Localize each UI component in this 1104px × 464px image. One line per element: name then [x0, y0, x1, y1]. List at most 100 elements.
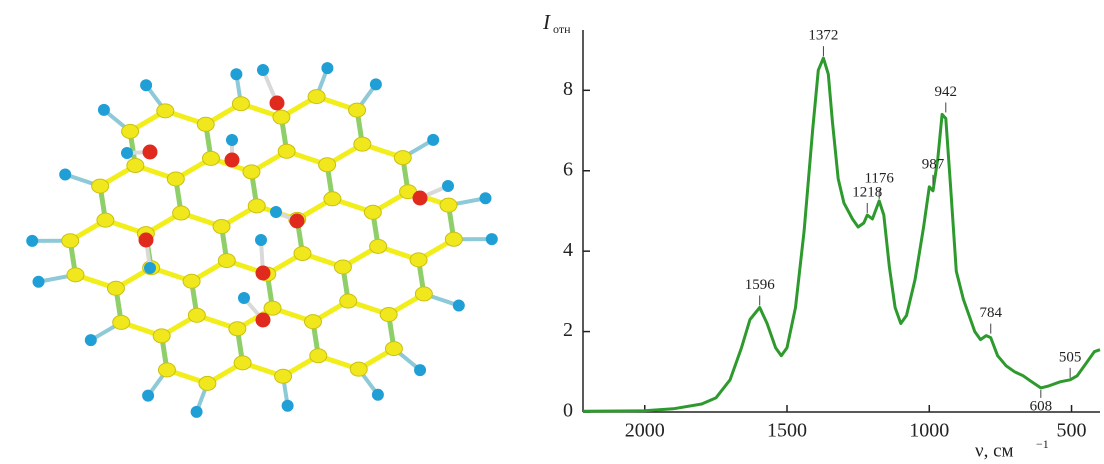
- hydrogen-atom: [255, 234, 267, 246]
- carbon-atom: [232, 97, 249, 111]
- carbon-atom: [173, 206, 190, 220]
- oxygen-atom: [143, 145, 158, 160]
- carbon-atom: [167, 172, 184, 186]
- hydrogen-atom: [142, 390, 154, 402]
- carbon-atom: [92, 179, 109, 193]
- peak-label: 1596: [745, 277, 776, 293]
- carbon-atom: [213, 220, 230, 234]
- carbon-atom: [394, 151, 411, 165]
- x-tick-label: 2000: [625, 420, 665, 442]
- x-tick-label: 1000: [909, 420, 949, 442]
- hydrogen-atom: [442, 180, 454, 192]
- y-tick-label: 8: [563, 78, 573, 100]
- carbon-atom: [218, 254, 235, 268]
- carbon-atom: [310, 349, 327, 363]
- carbon-atom: [127, 158, 144, 172]
- hydrogen-atom: [59, 168, 71, 180]
- molecule-model: [26, 62, 498, 418]
- hydrogen-atom: [453, 300, 465, 312]
- hydrogen-atom: [26, 235, 38, 247]
- carbon-atom: [234, 356, 251, 370]
- carbon-atom: [324, 192, 341, 206]
- hydrogen-atom: [144, 262, 156, 274]
- x-tick-label: 1500: [767, 420, 807, 442]
- carbon-atom: [199, 376, 216, 390]
- peak-label: 784: [979, 305, 1002, 321]
- peak-label: 505: [1059, 349, 1082, 365]
- carbon-atom: [350, 362, 367, 376]
- carbon-atom: [229, 322, 246, 336]
- peak-label: 942: [935, 84, 958, 100]
- carbon-atom: [340, 294, 357, 308]
- hydrogen-atom: [372, 389, 384, 401]
- carbon-atom: [415, 287, 432, 301]
- hydrogen-atom: [486, 233, 498, 245]
- peak-label: 1372: [808, 28, 838, 44]
- peak-label: 987: [922, 156, 945, 172]
- carbon-atom: [445, 232, 462, 246]
- hydrogen-atom: [85, 334, 97, 346]
- carbon-atom: [248, 199, 265, 213]
- carbon-atom: [278, 144, 295, 158]
- carbon-atom: [188, 308, 205, 322]
- carbon-atom: [273, 110, 290, 124]
- hydrogen-atom: [121, 147, 133, 159]
- carbon-atom: [349, 103, 366, 117]
- oxygen-atom: [413, 191, 428, 206]
- hydrogen-atom: [226, 134, 238, 146]
- carbon-atom: [385, 342, 402, 356]
- carbon-atom: [183, 274, 200, 288]
- carbon-atom: [380, 308, 397, 322]
- carbon-atom: [203, 151, 220, 165]
- carbon-atom: [157, 104, 174, 118]
- carbon-atom: [67, 268, 84, 282]
- carbon-atom: [440, 198, 457, 212]
- y-tick-label: 2: [563, 319, 573, 341]
- x-axis-label: ν, см: [975, 440, 1014, 461]
- spectrum-line: [583, 58, 1100, 411]
- carbon-atom: [364, 205, 381, 219]
- hydrogen-atom: [270, 206, 282, 218]
- hydrogen-atom: [282, 400, 294, 412]
- carbon-atom: [275, 369, 292, 383]
- hydrogen-atom: [98, 104, 110, 116]
- hydrogen-atom: [427, 134, 439, 146]
- hydrogen-atom: [33, 276, 45, 288]
- oxygen-atom: [256, 313, 271, 328]
- carbon-atom: [304, 315, 321, 329]
- oxygen-atom: [225, 153, 240, 168]
- x-axis-label-sup: −1: [1036, 437, 1049, 451]
- figure: I отн ν, см −1 0246820001500100050015961…: [0, 0, 1104, 464]
- hydrogen-atom: [230, 68, 242, 80]
- hydrogen-atom: [238, 292, 250, 304]
- hydrogen-atom: [257, 64, 269, 76]
- carbon-atom: [308, 90, 325, 104]
- oxygen-atom: [290, 214, 305, 229]
- oxygen-atom: [256, 266, 271, 281]
- hydrogen-atom: [191, 406, 203, 418]
- carbon-atom: [97, 213, 114, 227]
- hydrogen-atom: [414, 364, 426, 376]
- oxygen-atom: [139, 233, 154, 248]
- y-tick-label: 4: [563, 239, 573, 261]
- carbon-atom: [153, 329, 170, 343]
- carbon-atom: [243, 165, 260, 179]
- carbon-atom: [62, 234, 79, 248]
- carbon-atom: [410, 253, 427, 267]
- peak-label: 1218: [852, 184, 882, 200]
- carbon-atom: [264, 301, 281, 315]
- carbon-atom: [122, 124, 139, 138]
- hydrogen-atom: [479, 192, 491, 204]
- y-tick-label: 0: [563, 400, 573, 422]
- carbon-atom: [158, 363, 175, 377]
- y-axis-label-sub: отн: [553, 22, 571, 36]
- hydrogen-atom: [140, 79, 152, 91]
- y-tick-label: 6: [563, 158, 573, 180]
- y-axis-label: I: [542, 10, 551, 34]
- carbon-atom: [113, 315, 130, 329]
- carbon-atom: [197, 117, 214, 131]
- carbon-atom: [370, 239, 387, 253]
- hydrogen-atom: [321, 62, 333, 74]
- carbon-atom: [107, 281, 124, 295]
